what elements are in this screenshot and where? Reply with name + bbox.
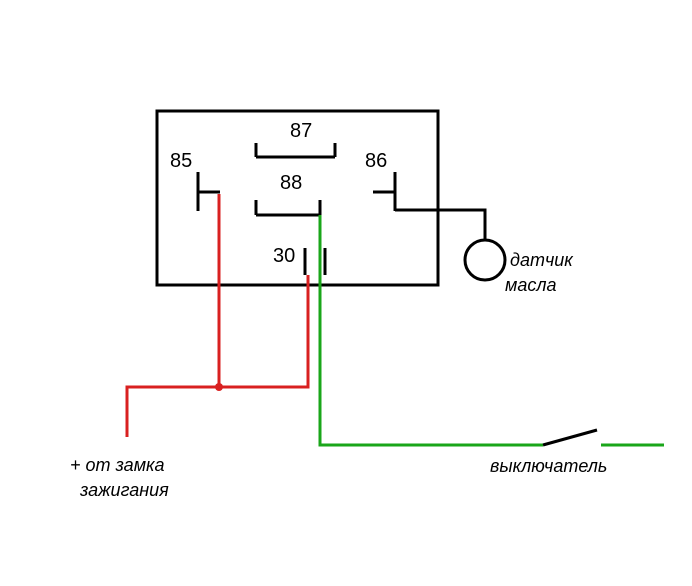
pin-86-label: 86 (365, 150, 387, 173)
pin-88-label: 88 (280, 172, 302, 195)
switch-label: выключатель (490, 456, 607, 477)
pin-30-label: 30 (273, 245, 295, 268)
pin-30 (305, 248, 325, 275)
wire-86-sensor (395, 210, 485, 240)
sensor-label-1: датчик (510, 250, 573, 271)
ignition-label-2: зажигания (80, 480, 169, 501)
pin-85 (198, 172, 220, 211)
switch-arm (543, 430, 597, 445)
sensor-circle (465, 240, 505, 280)
pin-87 (256, 143, 335, 157)
pin-85-label: 85 (170, 150, 192, 173)
junction-dot (215, 383, 223, 391)
pin-86 (373, 172, 395, 211)
wire-red-1 (127, 194, 219, 437)
ignition-label-1: + от замка (70, 455, 165, 476)
sensor-label-2: масла (505, 275, 557, 296)
pin-87-label: 87 (290, 120, 312, 143)
wire-red-2 (219, 275, 308, 387)
pin-88 (256, 200, 320, 215)
